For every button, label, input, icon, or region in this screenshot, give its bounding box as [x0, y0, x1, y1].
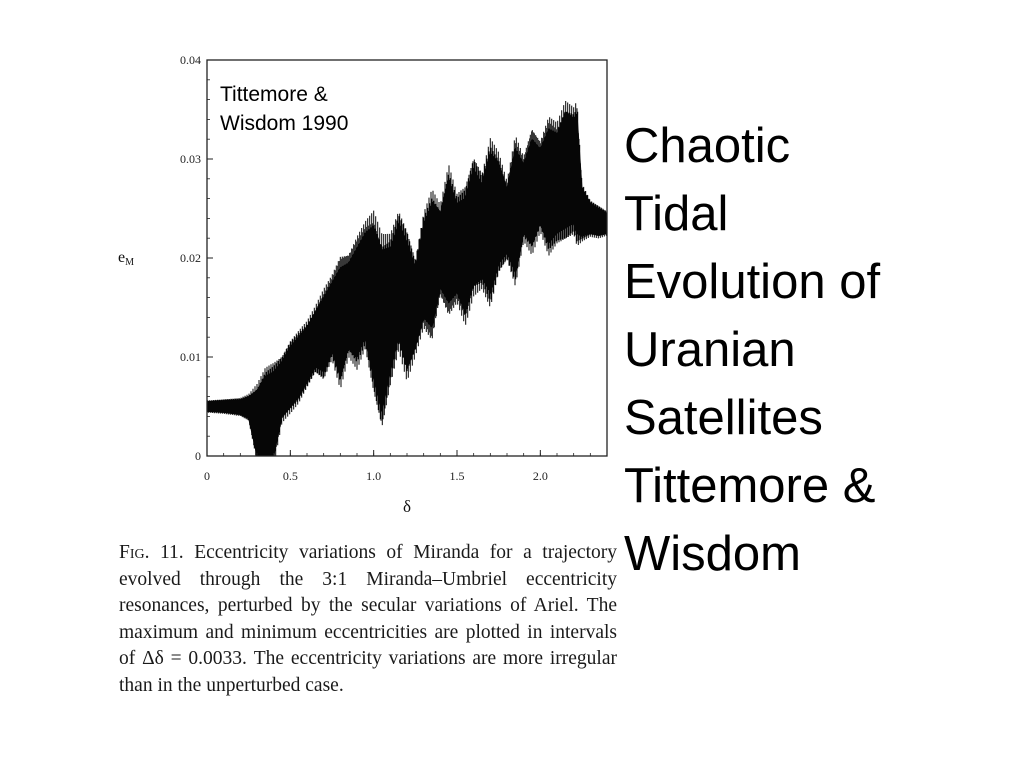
y-axis-label: eM	[118, 249, 134, 268]
series-oscillation	[206, 101, 607, 456]
x-tick-label: 0	[204, 469, 210, 483]
y-tick-label: 0	[195, 449, 201, 463]
series-band-layer	[206, 101, 608, 457]
figure-label: Fig. 11.	[119, 542, 184, 563]
x-axis-label: δ	[403, 497, 411, 516]
x-tick-label: 1.5	[450, 469, 465, 483]
x-tick-label: 0.5	[283, 469, 298, 483]
slide-title: Chaotic Tidal Evolution of Uranian Satel…	[624, 119, 881, 581]
y-tick-label: 0.04	[180, 53, 201, 67]
x-tick-label: 1.0	[366, 469, 381, 483]
y-tick-label: 0.03	[180, 152, 201, 166]
figure-caption: Fig. 11. Eccentricity variations of Mira…	[119, 540, 617, 699]
y-tick-label: 0.01	[180, 350, 201, 364]
plot-annotation: Tittemore & Wisdom 1990	[220, 83, 349, 135]
x-tick-label: 2.0	[533, 469, 548, 483]
x-axis: 0 0.5 1.0 1.5 2.0	[204, 450, 591, 483]
y-tick-label: 0.02	[180, 251, 201, 265]
caption-text: Eccentricity variations of Miranda for a…	[119, 542, 617, 696]
y-axis: 0 0.01 0.02 0.03 0.04	[180, 53, 213, 463]
